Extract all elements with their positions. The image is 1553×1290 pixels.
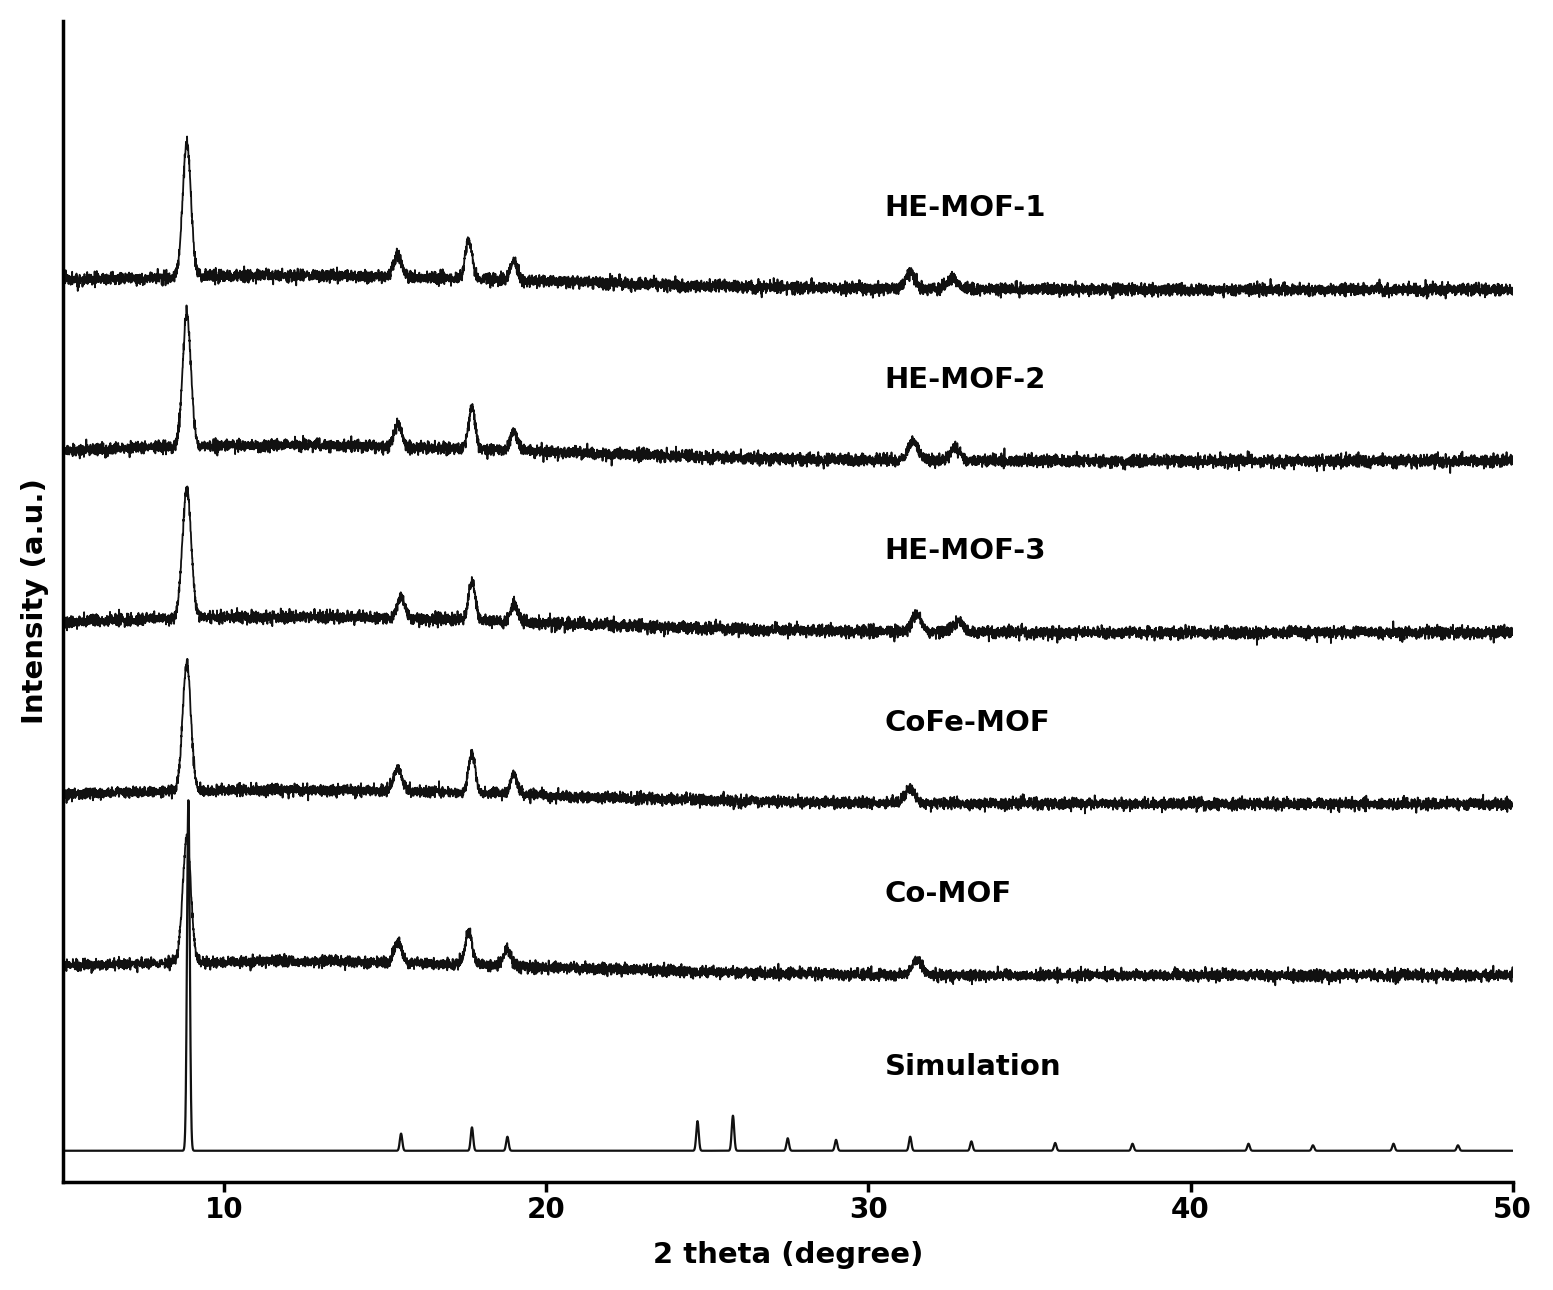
Text: Simulation: Simulation [884, 1053, 1061, 1081]
Text: Co-MOF: Co-MOF [884, 880, 1011, 908]
Y-axis label: Intensity (a.u.): Intensity (a.u.) [20, 479, 48, 724]
Text: HE-MOF-2: HE-MOF-2 [884, 365, 1045, 393]
Text: CoFe-MOF: CoFe-MOF [884, 708, 1050, 737]
X-axis label: 2 theta (degree): 2 theta (degree) [652, 1241, 922, 1269]
Text: HE-MOF-1: HE-MOF-1 [884, 195, 1045, 222]
Text: HE-MOF-3: HE-MOF-3 [884, 537, 1047, 565]
